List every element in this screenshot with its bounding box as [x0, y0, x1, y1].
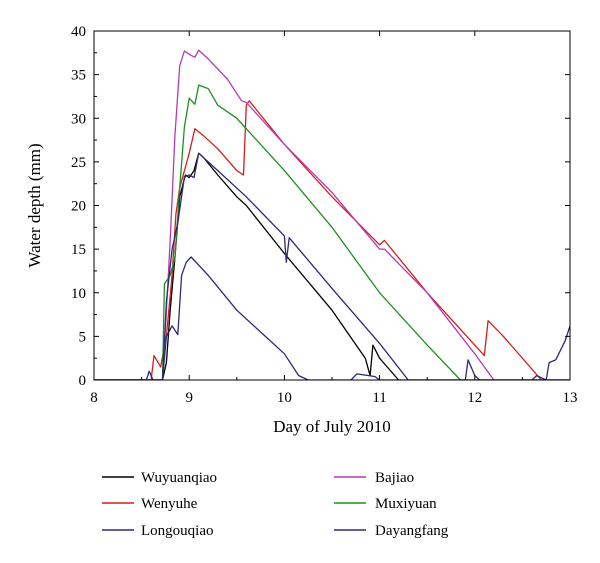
legend-label: Dayangfang [375, 523, 449, 539]
legend-item-wenyuhe: Wenyuhe [102, 496, 198, 512]
legend-label: Muxiyuan [375, 496, 437, 512]
legend-label: Longouqiao [141, 523, 214, 539]
legend-label: Wuyuanqiao [141, 470, 217, 486]
x-tick-label: 10 [277, 390, 292, 406]
legend-label: Wenyuhe [141, 496, 198, 512]
series-line-muxiyuan [94, 84, 570, 380]
series-line-longouqiao [94, 256, 570, 380]
y-tick-label: 10 [71, 286, 86, 302]
y-axis-label: Water depth (mm) [25, 143, 44, 267]
tick-layer: 8 9 10 11 12 13 0 5 10 15 20 25 30 35 40 [71, 24, 578, 406]
y-tick-label: 25 [71, 155, 86, 171]
series-line-wenyuhe [94, 100, 570, 380]
legend-item-muxiyuan: Muxiyuan [334, 496, 437, 512]
series-line-wuyuanqiao [94, 152, 400, 380]
x-tick-label: 11 [372, 390, 386, 406]
x-tick-label: 8 [90, 390, 98, 406]
legend-label: Bajiao [375, 470, 414, 486]
y-tick-label: 0 [79, 373, 87, 389]
legend: Wuyuanqiao Wenyuhe Longouqiao Bajiao Muxiyua… [102, 470, 449, 539]
y-tick-label: 5 [79, 329, 87, 345]
y-tick-label: 20 [71, 199, 86, 215]
y-tick-label: 40 [71, 24, 86, 40]
x-tick-label: 9 [185, 390, 193, 406]
series-line-dayangfang [94, 152, 570, 380]
legend-item-bajiao: Bajiao [334, 470, 414, 486]
y-tick-label: 35 [71, 68, 86, 84]
series-layer [94, 49, 570, 380]
y-tick-label: 30 [71, 111, 86, 127]
legend-item-longouqiao: Longouqiao [102, 523, 214, 539]
y-tick-label: 15 [71, 242, 86, 258]
x-axis-label: Day of July 2010 [273, 417, 391, 436]
legend-item-wuyuanqiao: Wuyuanqiao [102, 470, 217, 486]
series-line-bajiao [94, 49, 570, 380]
x-tick-label: 13 [563, 390, 578, 406]
legend-item-dayangfang: Dayangfang [334, 523, 449, 539]
x-tick-label: 12 [467, 390, 482, 406]
